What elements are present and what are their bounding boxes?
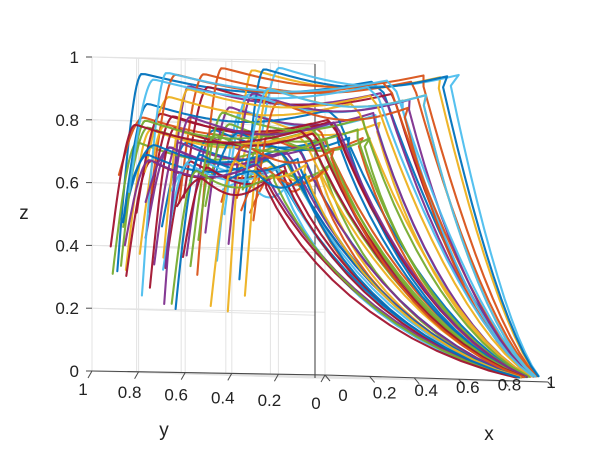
x-tick-label: 0.2	[373, 383, 397, 402]
axes-layer	[86, 56, 554, 389]
y-tick-label: 0.4	[211, 388, 235, 407]
x-axis-title: x	[484, 424, 494, 445]
x-tick-mark	[413, 377, 420, 385]
grid-line	[314, 377, 549, 383]
trajectory-line	[164, 116, 528, 378]
y-tick-label: 0	[311, 394, 320, 413]
y-tick-label: 1	[78, 380, 87, 399]
trajectory-line	[228, 170, 521, 379]
trajectory-line	[252, 101, 534, 378]
trajectory-line	[181, 166, 520, 379]
y-tick-label: 0.6	[164, 386, 188, 405]
x-tick-mark	[369, 376, 375, 383]
y-tick-mark	[227, 373, 233, 381]
z-tick-label: 1	[70, 48, 79, 67]
trajectory-line	[209, 160, 522, 379]
y-tick-mark	[87, 370, 93, 379]
labels-layer: x y z 00.20.40.60.811 0.8 0.6 0.4 0.2 0 0 0.2 0.…	[19, 48, 555, 445]
x-tick-label: 0	[338, 386, 347, 405]
z-tick-label: 0.6	[55, 174, 79, 193]
trajectory-line	[149, 73, 536, 378]
trajectory-line	[176, 177, 518, 379]
trajectory-line	[128, 78, 534, 378]
x-tick-label: 0.6	[456, 378, 480, 397]
trajectory-line	[153, 141, 523, 379]
x-tick-label: 0.4	[414, 381, 438, 400]
z-tick-label: 0.2	[55, 299, 79, 318]
trajectory-line	[140, 72, 536, 378]
grid-line	[91, 56, 326, 62]
y-axis-title: y	[159, 420, 169, 441]
trajectory-line	[163, 85, 534, 378]
z-tick-label: 0.8	[55, 111, 79, 130]
trajectory-line	[243, 87, 537, 378]
trajectories-layer	[109, 66, 540, 379]
y-tick-mark	[180, 372, 186, 380]
z-tick-label: 0.4	[55, 236, 79, 255]
x-tick-mark	[324, 374, 331, 382]
trajectory-line	[240, 167, 522, 379]
grid-line	[91, 56, 316, 65]
y-tick-label: 0.8	[118, 383, 142, 402]
y-tick-mark	[134, 371, 140, 380]
grid-line	[91, 307, 316, 316]
x-tick-label: 0.8	[498, 376, 522, 395]
x-tick-label: 1	[546, 373, 555, 392]
x-tick-mark	[458, 378, 465, 386]
x-axis-line	[324, 374, 549, 383]
trajectory-line	[197, 111, 531, 378]
x-tick-mark	[503, 380, 509, 387]
grid-line	[91, 307, 326, 313]
z-axis-title: z	[19, 203, 29, 224]
y-tick-label: 0.2	[258, 391, 282, 410]
trajectory-line	[170, 170, 519, 379]
y-tick-mark	[273, 373, 279, 382]
y-axis-line	[91, 370, 326, 376]
trajectory-line	[189, 129, 527, 379]
y-tick-mark	[320, 374, 326, 383]
z-tick-label: 0	[70, 362, 79, 381]
grid-line	[91, 119, 316, 128]
trajectory-line	[213, 131, 528, 379]
trajectory-line	[148, 127, 526, 378]
x-tick-mark	[547, 381, 554, 389]
